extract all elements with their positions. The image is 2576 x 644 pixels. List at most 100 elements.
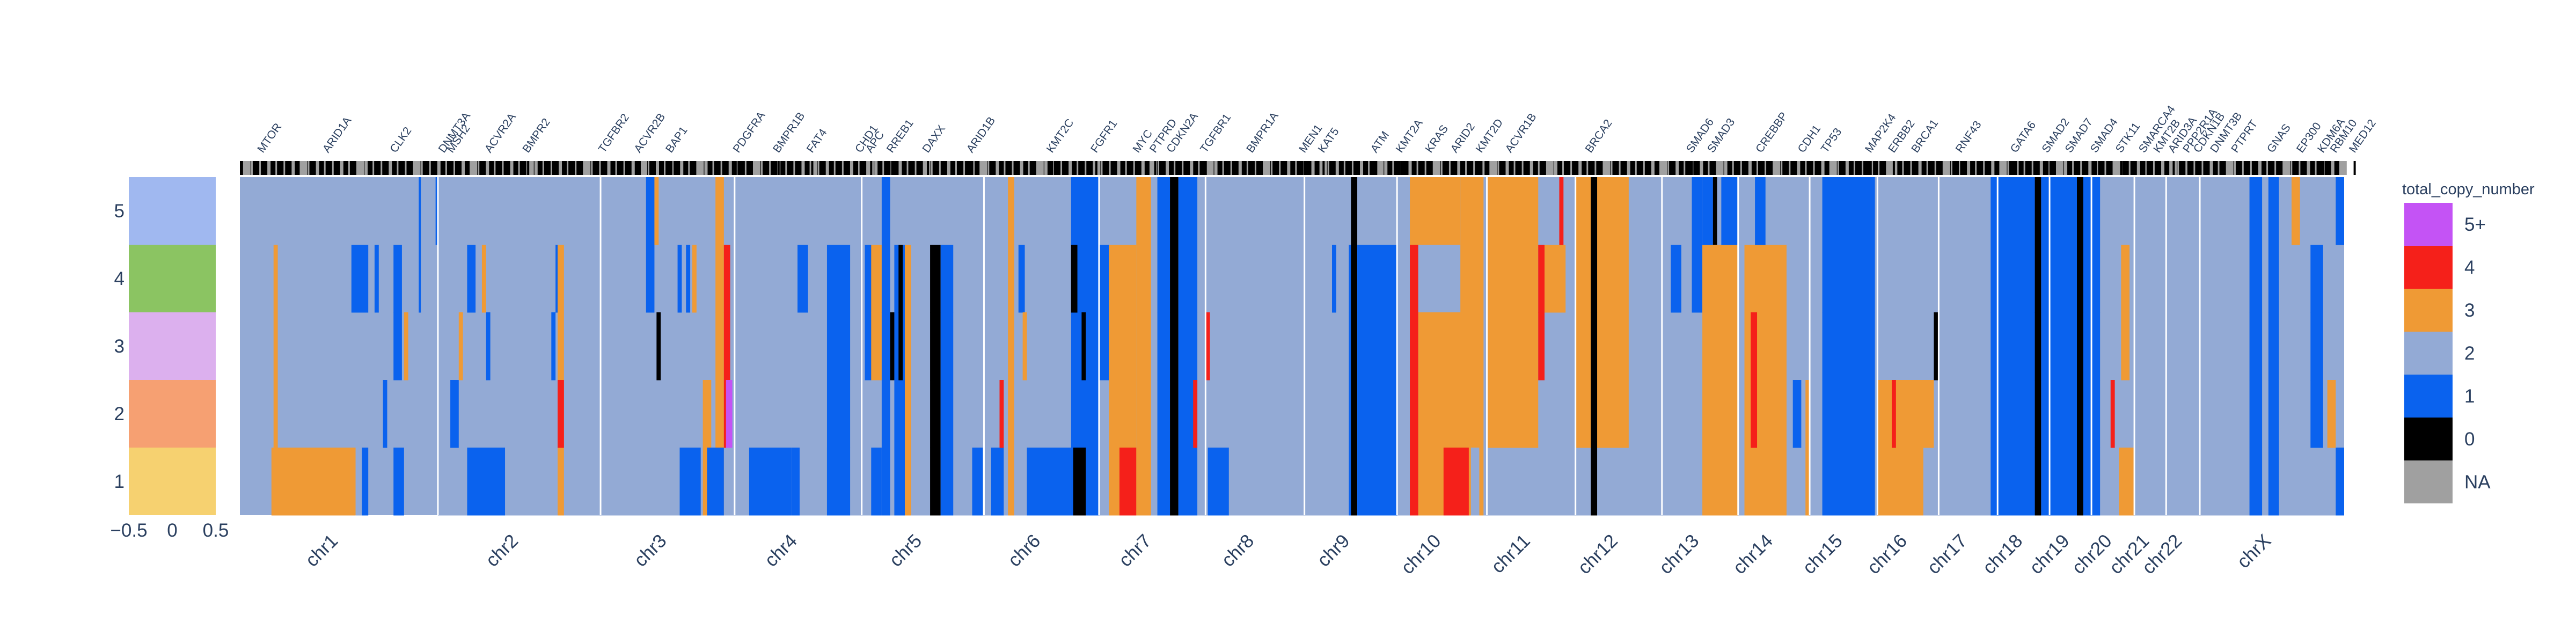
heatmap-cell [972, 448, 983, 516]
gene-track-gap [1748, 161, 1752, 175]
sample-tick-label: 1 [114, 471, 125, 492]
gene-track-gap [1238, 161, 1242, 175]
heatmap-cell [1170, 177, 1179, 245]
heatmap-cell [1008, 312, 1014, 380]
sample-x-tick-label: −0.5 [110, 520, 147, 541]
gene-marker [891, 161, 894, 175]
gene-track-gap [1141, 161, 1145, 175]
heatmap-cell [1157, 245, 1170, 313]
heatmap-cell [437, 245, 601, 313]
gene-label: TGFBR1 [1198, 112, 1233, 155]
gene-track-gap [243, 161, 251, 175]
gene-track-gap [947, 161, 950, 175]
heatmap-cell [2310, 245, 2323, 313]
chromosome-label: chr4 [760, 530, 801, 571]
gene-track-gap [1934, 161, 1936, 175]
heatmap-cell [2110, 380, 2115, 448]
heatmap-cell [1702, 312, 1738, 380]
heatmap-cell [273, 245, 278, 313]
gene-track-gap [1440, 161, 1443, 175]
heatmap-cell [1822, 312, 1875, 380]
sample-block-3 [129, 312, 216, 380]
heatmap-cell [1487, 380, 1539, 448]
heatmap-cell [1351, 448, 1358, 516]
gene-track-gap [1594, 161, 1597, 175]
gene-track-gap [2290, 161, 2293, 175]
legend-label: 5+ [2464, 214, 2486, 235]
heatmap-cell [2249, 245, 2263, 313]
heatmap-cell [2327, 380, 2336, 448]
gene-label: KMT2D [1474, 116, 1506, 155]
gene-label: ARID1B [964, 115, 998, 155]
gene-track-gap [979, 161, 987, 175]
heatmap-cell [1591, 448, 1598, 516]
gene-track-gap [688, 161, 690, 175]
heatmap-cell [1487, 448, 1576, 516]
heatmap-cell [1487, 245, 1539, 313]
heatmap-cell [2091, 448, 2101, 516]
heatmap-cell [1805, 448, 1810, 516]
gene-track-gap [1837, 161, 1839, 175]
chromosome-label: chr3 [630, 530, 671, 571]
gene-track-gap [1853, 161, 1855, 175]
gene-label: ACVR2A [482, 111, 518, 155]
heatmap-cell [1170, 312, 1179, 380]
gene-track-gap [1125, 161, 1127, 175]
gene-track-gap [534, 161, 538, 175]
gene-track-gap [429, 161, 431, 175]
heatmap-cell [1591, 312, 1598, 380]
gene-track-gap [744, 161, 747, 175]
heatmap-cell [1538, 312, 1545, 380]
gene-track-gap [1497, 161, 1499, 175]
gene-marker [2271, 161, 2274, 175]
gene-track-gap [1513, 161, 1516, 175]
gene-track-gap [1724, 161, 1728, 175]
gene-track-gap [923, 161, 931, 175]
gene-track-gap [1101, 161, 1103, 175]
gene-track-gap [1781, 161, 1783, 175]
heatmap-cell [2134, 312, 2167, 380]
gene-track-gap [2047, 161, 2050, 175]
gene-track-gap [647, 161, 649, 175]
heatmap-cell [871, 448, 882, 516]
gene-track-gap [1457, 161, 1460, 175]
heatmap-cell [656, 312, 661, 380]
gene-marker [1171, 161, 1174, 175]
gene-track-gap [372, 161, 375, 175]
gene-track-gap [1700, 161, 1703, 175]
gene-track-gap [1384, 161, 1388, 175]
gene-track-gap [1716, 161, 1724, 175]
gene-track-gap [1862, 161, 1864, 175]
gene-track-gap [2201, 161, 2204, 175]
gene-marker [2322, 161, 2324, 175]
heatmap-cell [1575, 380, 1629, 448]
gene-track-gap [631, 161, 635, 175]
gene-track-gap [1570, 161, 1572, 175]
heatmap-cell [930, 448, 941, 516]
legend-swatch [2404, 289, 2453, 332]
gene-label: MTOR [255, 121, 284, 155]
gene-track-gap [1085, 161, 1087, 175]
heatmap-cell [2035, 380, 2041, 448]
heatmap-cell [1205, 245, 1305, 313]
gene-track-gap [324, 161, 326, 175]
gene-track-gap [858, 161, 860, 175]
gene-marker [2120, 161, 2123, 175]
heatmap-cell [1228, 448, 1250, 516]
heatmap-cell [1792, 380, 1802, 448]
gene-track-gap [623, 161, 625, 175]
heatmap-cell [1357, 245, 1402, 313]
heatmap-cell [1913, 380, 1934, 448]
gene-track-gap [340, 161, 343, 175]
gene-track-gap [1643, 161, 1645, 175]
gene-marker [1400, 161, 1403, 175]
sample-y-axis: 5 4 3 2 1 [114, 201, 125, 492]
heatmap-cell [1351, 177, 1358, 245]
gene-track-gap [2096, 161, 2098, 175]
heatmap-cell [930, 245, 941, 313]
gene-track-gap [2064, 161, 2068, 175]
heatmap-cell [791, 448, 800, 516]
heatmap-cell [881, 380, 890, 448]
gene-marker [2015, 161, 2017, 175]
heatmap-cell [930, 380, 941, 448]
